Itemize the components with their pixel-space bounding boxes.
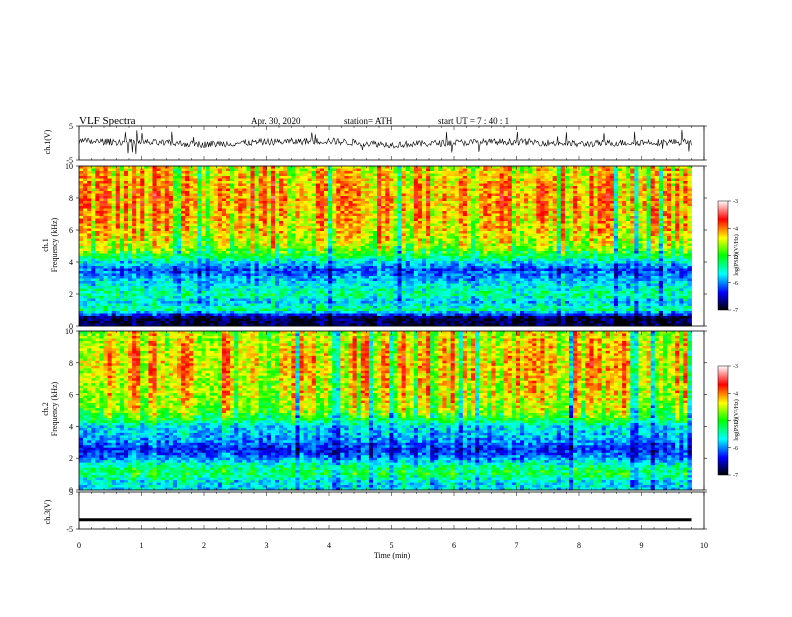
- colorbar-tick-label: -7: [733, 473, 738, 479]
- colorbar-tick-label: -7: [733, 308, 738, 314]
- x-tick-label: 7: [515, 541, 519, 550]
- x-tick-label: 9: [640, 541, 644, 550]
- y-tick-label: 8: [69, 359, 73, 368]
- colorbar-tick-label: -5: [733, 419, 738, 425]
- ch3-ylabel: ch.3(V): [43, 499, 52, 524]
- x-tick-label: 2: [202, 541, 206, 550]
- y-tick-label: 2: [69, 290, 73, 299]
- x-tick-label: 5: [390, 541, 394, 550]
- x-tick-label: 3: [265, 541, 269, 550]
- x-tick-label: 10: [700, 541, 708, 550]
- y-tick-label: 2: [69, 454, 73, 463]
- colorbar-tick-label: -6: [733, 281, 738, 287]
- station-label: station= ATH: [344, 116, 393, 126]
- y-tick-label: 8: [69, 194, 73, 203]
- figure-title: VLF Spectra: [79, 115, 136, 127]
- y-tick-label: 4: [69, 258, 73, 267]
- y-tick-label: 5: [69, 488, 73, 497]
- x-axis-label: Time (min): [374, 551, 411, 560]
- ch1-waveform-plot: [79, 130, 692, 154]
- colorbar-ch1: log(PSD)(V²/Hz) -3-4-5-6-7: [718, 199, 740, 314]
- ch1-waveform-trace: [79, 130, 692, 154]
- colorbar-tick-label: -6: [733, 446, 738, 452]
- ch1-spectrogram: [79, 166, 692, 326]
- y-tick-label: -5: [66, 525, 73, 534]
- colorbar-ch2: log(PSD)(V²/Hz) -3-4-5-6-7: [718, 364, 740, 479]
- y-tick-label: 4: [69, 422, 73, 431]
- y-tick-label: 6: [69, 226, 73, 235]
- x-tick-label: 0: [77, 541, 81, 550]
- ch2-spectrogram: [79, 331, 692, 490]
- ch1-spec-ylabel: ch.1Frequency (kHz): [41, 217, 59, 272]
- y-tick-label: 10: [65, 327, 73, 336]
- y-tick-label: 10: [65, 162, 73, 171]
- colorbar-tick-label: -4: [733, 226, 738, 232]
- ch1-ylabel: ch.1(V): [43, 129, 52, 154]
- start-time-label: start UT = 7 : 40 : 1: [438, 116, 509, 126]
- ch2-spec-ylabel: ch.2Frequency (kHz): [41, 381, 59, 436]
- date-label: Apr. 30, 2020: [251, 116, 301, 126]
- panel-frame: [79, 492, 704, 529]
- colorbar-tick-label: -3: [733, 199, 738, 205]
- colorbar-tick-label: -3: [733, 364, 738, 370]
- x-tick-label: 1: [140, 541, 144, 550]
- x-tick-label: 8: [577, 541, 581, 550]
- x-tick-label: 4: [327, 541, 331, 550]
- colorbar-tick-label: -5: [733, 254, 738, 260]
- y-tick-label: 5: [69, 122, 73, 131]
- y-tick-label: 6: [69, 391, 73, 400]
- colorbar-tick-label: -4: [733, 391, 738, 397]
- x-tick-label: 6: [452, 541, 456, 550]
